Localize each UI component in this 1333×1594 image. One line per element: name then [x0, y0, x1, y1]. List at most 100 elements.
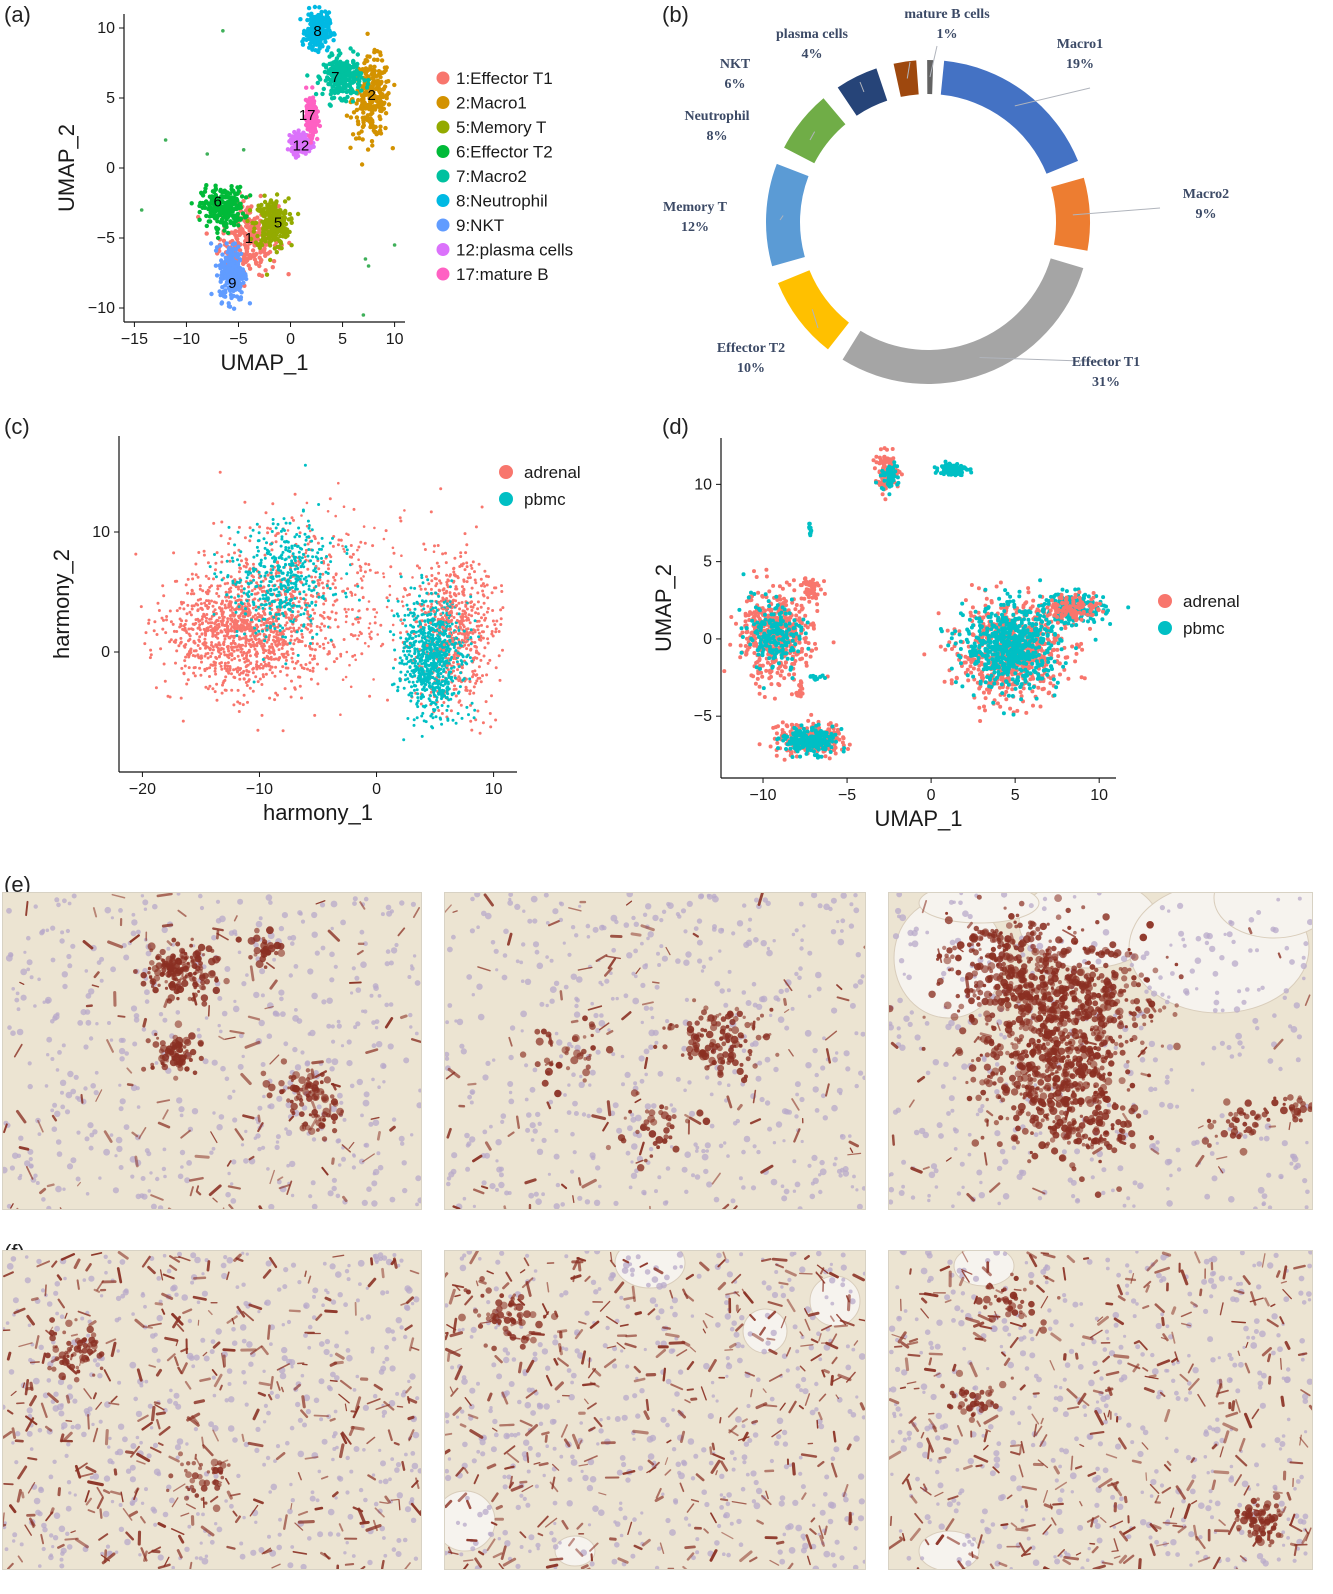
adrenal-point [445, 573, 449, 577]
adrenal-point [285, 651, 289, 655]
adrenal-point [435, 582, 439, 586]
adrenal-point [230, 645, 234, 649]
cluster-point [264, 272, 270, 277]
adrenal-point [276, 531, 280, 535]
pbmc-point [269, 553, 272, 556]
pbmc-point [435, 646, 439, 650]
adrenal-point [276, 598, 280, 602]
adrenal-point [486, 661, 490, 665]
adrenal-point [200, 632, 204, 636]
cluster-point [218, 209, 223, 214]
adrenal-point [468, 689, 472, 693]
adrenal-point [210, 599, 213, 603]
adrenal-point [161, 584, 165, 588]
adrenal-point [419, 587, 423, 591]
adrenal-point [223, 688, 227, 692]
adrenal-point [330, 610, 334, 614]
pbmc-point [268, 606, 272, 610]
cluster-point [263, 251, 268, 257]
outlier-point [139, 208, 144, 212]
adrenal-point [258, 587, 262, 591]
cluster-point [206, 219, 211, 224]
adrenal-point [240, 594, 244, 598]
adrenal-point [220, 691, 224, 695]
adrenal-point [255, 654, 259, 658]
adrenal-point [306, 567, 310, 571]
adrenal-point [211, 634, 215, 638]
cluster-point [310, 95, 316, 100]
pbmc-point [279, 598, 283, 602]
cluster-point [315, 42, 320, 47]
pbmc-point [311, 635, 315, 639]
adrenal-point [251, 615, 255, 619]
adrenal-point [240, 626, 244, 630]
adrenal-point [279, 637, 283, 641]
adrenal-point [233, 626, 237, 630]
pbmc-point [268, 611, 272, 615]
pbmc-point [303, 463, 307, 467]
cluster-point [220, 190, 225, 195]
pbmc-point [278, 565, 282, 569]
adrenal-point [494, 627, 498, 631]
adrenal-point [275, 619, 279, 623]
adrenal-point [479, 634, 483, 638]
adrenal-point [222, 634, 226, 638]
adrenal-point [349, 633, 353, 636]
adrenal-point [213, 669, 217, 673]
adrenal-point [237, 585, 240, 589]
cluster-point [304, 37, 309, 42]
cluster-point [363, 103, 369, 108]
cluster-point [350, 99, 356, 104]
adrenal-point [248, 526, 252, 530]
cluster-point [318, 37, 323, 42]
adrenal-point [499, 608, 503, 612]
cluster-point [313, 25, 318, 30]
pbmc-point [233, 543, 237, 547]
adrenal-point [479, 577, 483, 581]
pbmc-point [285, 573, 289, 577]
cluster-point [218, 276, 224, 281]
cluster-point [225, 230, 231, 236]
adrenal-point [331, 643, 335, 647]
adrenal-point [452, 598, 455, 602]
adrenal-point [484, 700, 488, 704]
y-tick-label: −10 [88, 300, 115, 317]
cluster-point [230, 261, 235, 267]
adrenal-point [445, 597, 449, 600]
adrenal-point [236, 688, 240, 692]
pbmc-point [288, 550, 292, 553]
adrenal-point [207, 605, 210, 609]
adrenal-point [281, 729, 285, 733]
adrenal-point [182, 672, 186, 676]
adrenal-point [489, 725, 493, 729]
pbmc-point [237, 563, 241, 567]
adrenal-point [470, 566, 474, 570]
cluster-point [228, 256, 233, 261]
adrenal-point [437, 709, 441, 712]
pbmc-point [250, 592, 254, 596]
cluster-point [311, 108, 316, 114]
adrenal-point [204, 685, 208, 689]
adrenal-point [389, 565, 393, 569]
pbmc-point [275, 605, 279, 609]
cluster-point [349, 86, 354, 92]
cluster-point [238, 295, 244, 300]
x-tick-label: −5 [229, 331, 247, 348]
adrenal-point [200, 606, 204, 610]
legend-label: 9:NKT [456, 216, 504, 235]
pbmc-point [310, 528, 314, 532]
cluster-point [218, 279, 223, 284]
adrenal-point [215, 698, 219, 702]
adrenal-point [217, 641, 221, 645]
pbmc-point [324, 570, 328, 574]
adrenal-point [216, 619, 220, 623]
cluster-point [304, 109, 309, 115]
pbmc-point [247, 590, 251, 594]
pbmc-point [245, 599, 249, 603]
cluster-point [331, 84, 336, 89]
adrenal-point [475, 679, 479, 683]
cluster-point [229, 184, 234, 189]
cluster-point [209, 201, 214, 206]
cluster-point [308, 115, 313, 121]
cluster-point [364, 85, 370, 90]
